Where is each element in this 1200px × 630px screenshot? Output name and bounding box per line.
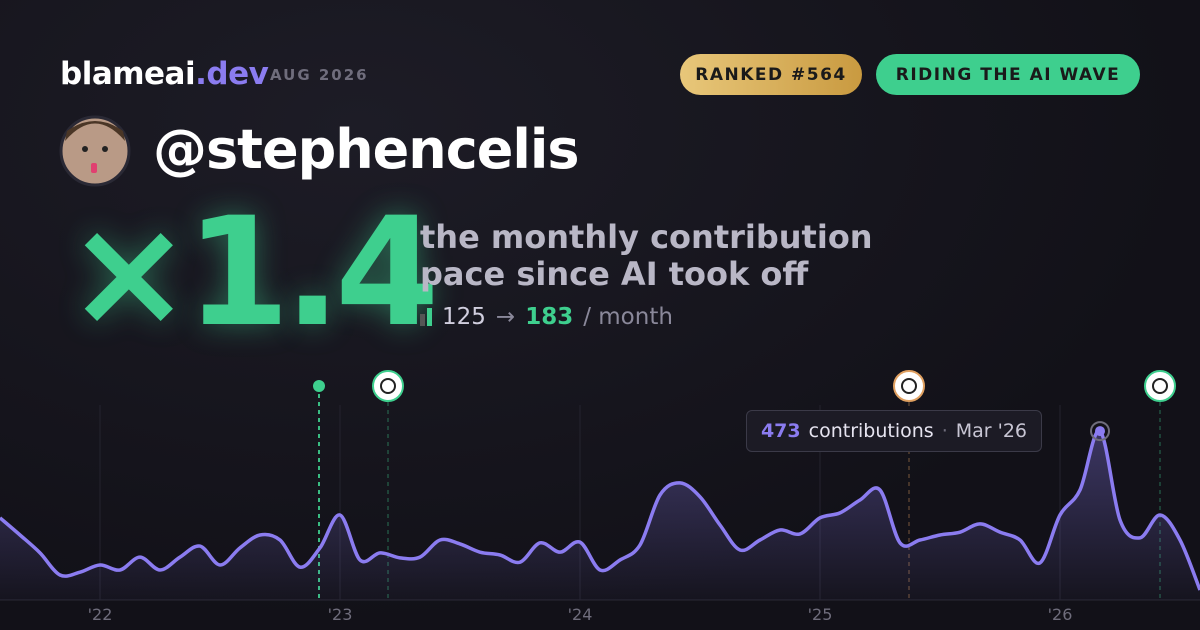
date: AUG 2026 <box>270 66 369 84</box>
tooltip-date: Mar '26 <box>955 420 1028 442</box>
area <box>0 430 1200 600</box>
description-line: pace since AI took off <box>420 255 809 293</box>
pace-icon <box>420 308 432 326</box>
event-icon <box>893 370 925 402</box>
icon-bar <box>420 314 425 326</box>
event-glyph <box>1152 378 1168 394</box>
description-line: the monthly contribution <box>420 218 873 256</box>
x-tick-label: '22 <box>88 605 113 624</box>
description: the monthly contribution pace since AI to… <box>420 219 873 293</box>
rank-badge: RANKED #564 <box>680 54 862 95</box>
brand-name: blameai <box>60 56 196 92</box>
pace-after: 183 <box>525 304 574 330</box>
event-glyph <box>380 378 396 394</box>
event-glyph <box>901 378 917 394</box>
tooltip-value: 473 <box>760 420 801 442</box>
tooltip-separator: · <box>941 420 948 442</box>
peak-ring <box>1090 421 1110 442</box>
x-tick-label: '26 <box>1048 605 1073 624</box>
handle: @stephencelis <box>153 118 580 181</box>
event-icon <box>372 370 404 402</box>
x-tick-label: '25 <box>808 605 833 624</box>
x-tick-label: '23 <box>328 605 353 624</box>
line <box>0 429 1200 591</box>
x-tick-label: '24 <box>568 605 593 624</box>
tooltip-label: contributions <box>808 420 934 442</box>
event-dot <box>313 380 325 392</box>
brand-tld: .dev <box>195 56 269 92</box>
avatar <box>59 115 131 187</box>
wave-badge: RIDING THE AI WAVE <box>876 54 1140 95</box>
brand: blameai.dev <box>60 56 269 92</box>
tooltip: 473 contributions · Mar '26 <box>746 410 1042 452</box>
pace-before: 125 <box>442 304 486 330</box>
pace-unit: / month <box>583 304 673 330</box>
icon-bar <box>427 308 432 326</box>
peak-dot <box>1095 426 1105 437</box>
pace: 125 → 183 / month <box>420 304 673 330</box>
event-icon <box>1144 370 1176 402</box>
multiplier: ×1.4 <box>66 186 439 360</box>
pace-arrow: → <box>495 304 516 330</box>
